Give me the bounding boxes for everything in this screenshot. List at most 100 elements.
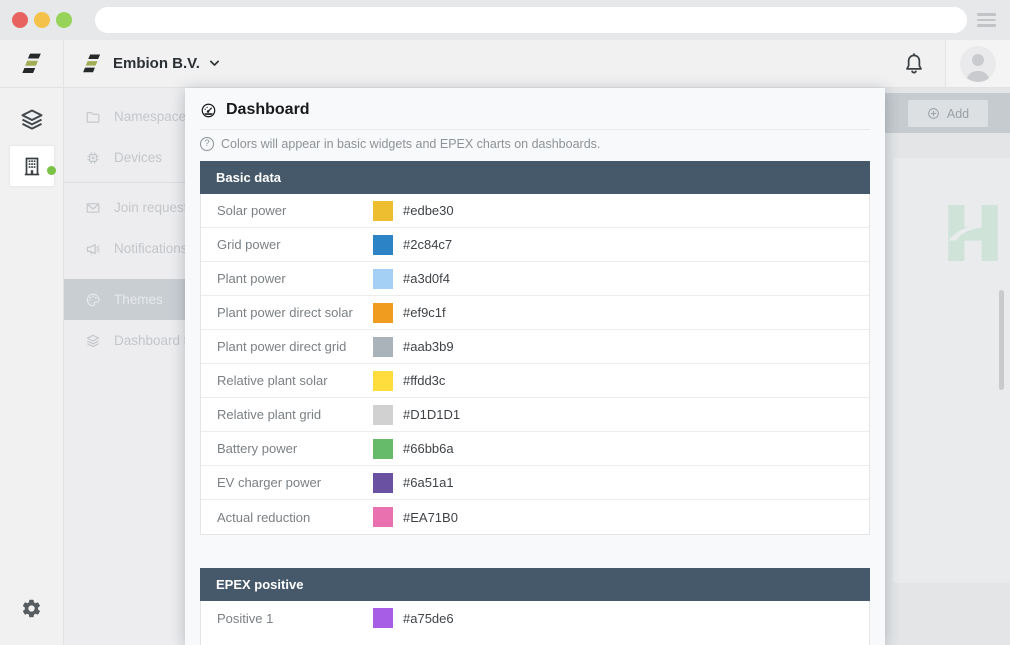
nav-item-namespaces[interactable]: Namespaces <box>64 96 310 137</box>
color-hex-value: #2c84c7 <box>403 237 453 252</box>
building-icon <box>20 154 44 178</box>
color-hex-value: #D1D1D1 <box>403 407 461 422</box>
scrollbar-thumb[interactable] <box>999 290 1004 390</box>
color-row-label: Solar power <box>217 203 287 218</box>
h-brand-logo <box>945 205 1001 261</box>
color-hex-value: #ef9c1f <box>403 305 446 320</box>
section-title: EPEX positive <box>216 577 304 592</box>
color-swatch[interactable] <box>373 608 393 628</box>
color-row: Relative plant grid #D1D1D1 <box>201 398 869 432</box>
color-hex-value: #EA71B0 <box>403 509 458 525</box>
rail-item-organization-active[interactable] <box>10 146 54 186</box>
color-row-label: Positive 1 <box>217 610 274 626</box>
color-swatch[interactable] <box>373 336 393 357</box>
layers-sm-icon <box>85 333 101 349</box>
modal-info-text: Colors will appear in basic widgets and … <box>221 137 601 151</box>
rail-item-settings[interactable] <box>0 594 63 622</box>
divider <box>200 129 870 130</box>
window-minimize-button[interactable] <box>34 12 50 28</box>
nav-item-devices[interactable]: Devices <box>64 137 310 178</box>
color-row: Positive 1 #a75de6 <box>201 601 869 635</box>
content-card <box>893 158 1010 583</box>
color-hex-value: #a3d0f4 <box>403 271 450 286</box>
section-title: Basic data <box>216 170 282 185</box>
nav-item-label: Dashboard te <box>114 333 196 348</box>
color-swatch[interactable] <box>373 404 393 425</box>
brand-stripes-icon <box>19 52 45 76</box>
color-sections: Basic data Solar power #edbe30 Grid powe… <box>200 161 870 645</box>
nav-item-label: Themes <box>114 292 163 307</box>
color-row-label: Plant power direct solar <box>217 305 353 320</box>
color-row: EV charger power #6a51a1 <box>201 466 869 500</box>
color-row: Plant power #a3d0f4 <box>201 262 869 296</box>
bell-icon <box>900 50 928 78</box>
color-row: Solar power #edbe30 <box>201 194 869 228</box>
color-hex-value: #ffdd3c <box>403 373 446 388</box>
color-swatch[interactable] <box>373 268 393 289</box>
envelope-icon <box>85 200 101 216</box>
nav-item-label: Notifications <box>114 241 188 256</box>
brand-stripes-icon <box>80 53 104 75</box>
color-row-label: Plant power direct grid <box>217 339 347 354</box>
folder-icon <box>85 109 101 125</box>
window-close-button[interactable] <box>12 12 28 28</box>
app-logo[interactable] <box>0 40 64 87</box>
color-swatch[interactable] <box>373 302 393 323</box>
color-swatch[interactable] <box>373 234 393 255</box>
color-row-label: Relative plant grid <box>217 407 322 422</box>
url-input[interactable] <box>95 7 967 33</box>
color-row-label: Grid power <box>217 237 281 252</box>
modal-title: Dashboard <box>226 101 310 118</box>
section-body: Solar power #edbe30 Grid power #2c84c7 P… <box>200 194 870 535</box>
add-button[interactable]: Add <box>908 100 988 127</box>
nav-item-label: Devices <box>114 150 163 165</box>
color-hex-value: #6a51a1 <box>403 475 454 490</box>
section-body: Positive 1 #a75de6 <box>200 601 870 645</box>
user-menu[interactable] <box>945 40 1010 87</box>
color-row-label: Battery power <box>217 441 298 456</box>
gauge-icon <box>200 102 217 119</box>
color-row: Actual reduction #EA71B0 <box>201 500 869 534</box>
question-circle-icon: ? <box>200 137 214 151</box>
color-swatch[interactable] <box>373 370 393 391</box>
org-switcher[interactable]: Embion B.V. <box>80 40 220 87</box>
browser-menu-icon[interactable] <box>977 13 996 27</box>
dashboard-theme-modal: Dashboard ? Colors will appear in basic … <box>185 88 885 645</box>
person-icon <box>960 46 996 82</box>
modal-title-row: Dashboard <box>200 95 870 125</box>
plus-circle-icon <box>927 107 940 120</box>
color-row-label: Plant power <box>217 271 286 286</box>
color-row: Relative plant solar #ffdd3c <box>201 364 869 398</box>
color-row: Plant power direct grid #aab3b9 <box>201 330 869 364</box>
color-row-label: Relative plant solar <box>217 373 328 388</box>
rail-item-stacks[interactable] <box>0 102 63 138</box>
nav-item-dashboard-templates[interactable]: Dashboard te <box>64 320 310 361</box>
nav-item-label: Namespaces <box>114 109 193 124</box>
color-hex-value: #a75de6 <box>403 610 454 626</box>
nav-item-join-requests[interactable]: Join requests <box>64 187 310 228</box>
color-swatch[interactable] <box>373 507 393 527</box>
palette-icon <box>85 292 101 308</box>
window-zoom-button[interactable] <box>56 12 72 28</box>
section-header: EPEX positive <box>200 568 870 601</box>
color-row-label: EV charger power <box>217 475 322 490</box>
content-region-dimmed: Add <box>885 88 1010 645</box>
avatar <box>960 45 996 82</box>
color-swatch[interactable] <box>373 200 393 221</box>
color-hex-value: #66bb6a <box>403 441 454 456</box>
gear-icon <box>21 598 42 619</box>
color-swatch[interactable] <box>373 472 393 493</box>
browser-chrome <box>0 0 1010 40</box>
notifications-bell-button[interactable] <box>900 50 928 78</box>
color-row: Grid power #2c84c7 <box>201 228 869 262</box>
add-button-label: Add <box>946 106 970 121</box>
nav-item-notifications[interactable]: Notifications <box>64 228 310 269</box>
icon-rail <box>0 88 64 645</box>
color-swatch[interactable] <box>373 438 393 459</box>
app-header: Embion B.V. <box>0 40 1010 88</box>
section-header: Basic data <box>200 161 870 194</box>
megaphone-icon <box>85 241 101 257</box>
status-dot <box>47 166 56 175</box>
color-row: Battery power #66bb6a <box>201 432 869 466</box>
color-row: Plant power direct solar #ef9c1f <box>201 296 869 330</box>
